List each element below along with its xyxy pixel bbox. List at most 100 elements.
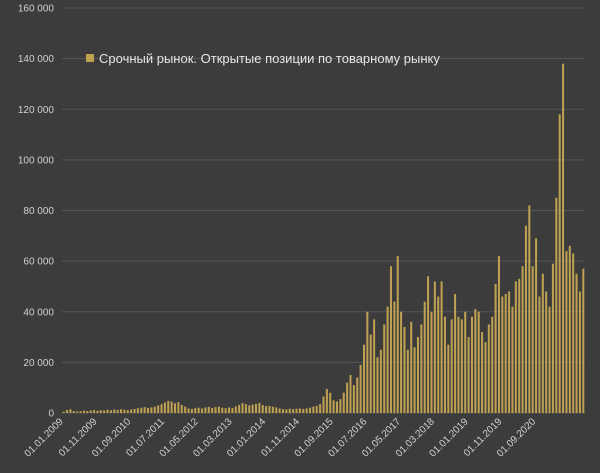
- bar: [528, 205, 531, 413]
- bar: [197, 407, 200, 413]
- bar: [282, 409, 285, 413]
- bar: [518, 278, 521, 413]
- bar: [430, 311, 433, 413]
- y-tick-label: 160 000: [18, 4, 55, 15]
- bar: [123, 409, 126, 413]
- bar: [437, 296, 440, 413]
- bar: [167, 400, 170, 413]
- bar: [568, 245, 571, 413]
- bar: [251, 404, 254, 413]
- bar: [329, 392, 332, 413]
- bar: [194, 408, 197, 413]
- bar: [231, 407, 234, 413]
- bar: [332, 400, 335, 413]
- bar: [403, 326, 406, 413]
- bar: [126, 410, 129, 413]
- bar: [258, 402, 261, 414]
- bar: [228, 407, 231, 413]
- bar: [389, 266, 392, 413]
- bar: [86, 410, 89, 413]
- bar: [133, 408, 136, 413]
- bar: [322, 396, 325, 413]
- bar: [535, 238, 538, 413]
- bar: [423, 301, 426, 414]
- bar: [89, 410, 92, 413]
- bar: [116, 409, 119, 413]
- bar: [511, 306, 514, 413]
- bar: [248, 405, 251, 413]
- bar: [339, 399, 342, 413]
- bar: [136, 408, 139, 413]
- bar: [366, 311, 369, 413]
- bar: [157, 405, 160, 413]
- bar: [93, 409, 96, 413]
- bar: [524, 225, 527, 413]
- bar: [82, 410, 85, 413]
- bar: [292, 409, 295, 413]
- bar: [268, 405, 271, 413]
- bar: [545, 291, 548, 413]
- bar: [308, 407, 312, 413]
- bar: [150, 407, 153, 413]
- bar: [244, 404, 247, 413]
- bar: [487, 324, 490, 413]
- bar: [265, 406, 268, 413]
- bar: [346, 382, 349, 414]
- bar: [288, 408, 291, 413]
- bar: [211, 407, 214, 413]
- bar: [477, 311, 480, 413]
- bar: [400, 311, 403, 413]
- bar: [447, 344, 450, 413]
- bar: [113, 409, 116, 413]
- bar: [140, 407, 143, 413]
- bar: [295, 408, 298, 413]
- y-tick-label: 100 000: [18, 155, 55, 166]
- bar: [271, 406, 274, 413]
- bar: [261, 405, 264, 413]
- bar: [558, 114, 561, 413]
- bar: [416, 337, 419, 413]
- bar: [538, 296, 541, 413]
- bar: [406, 349, 409, 413]
- bar: [66, 409, 69, 413]
- bar: [491, 316, 494, 413]
- bar: [147, 407, 150, 413]
- bar: [497, 256, 500, 413]
- bar: [443, 316, 446, 413]
- bar: [72, 410, 75, 413]
- bar: [184, 406, 187, 413]
- y-tick-label: 40 000: [23, 307, 54, 318]
- bar: [217, 406, 220, 413]
- bar: [79, 411, 82, 413]
- bar-series: [62, 63, 585, 414]
- bar: [481, 332, 484, 413]
- bar: [413, 347, 416, 413]
- bar: [319, 404, 322, 413]
- bar: [396, 256, 399, 413]
- bar: [204, 407, 207, 413]
- bar: [221, 407, 224, 413]
- bar: [103, 410, 106, 413]
- bar: [376, 357, 379, 413]
- bar: [109, 410, 112, 413]
- bar: [187, 408, 190, 413]
- y-tick-label: 80 000: [23, 206, 54, 217]
- bar: [234, 406, 237, 413]
- bar: [433, 281, 436, 414]
- bar: [508, 291, 511, 413]
- bar: [575, 273, 578, 413]
- bar: [521, 266, 524, 413]
- bar: [484, 342, 487, 414]
- bar: [130, 409, 133, 413]
- bar: [335, 401, 338, 413]
- bar: [562, 63, 565, 413]
- bar: [238, 404, 241, 413]
- y-tick-label: 140 000: [18, 54, 55, 65]
- bar: [359, 364, 362, 413]
- bar: [76, 411, 79, 413]
- y-tick-label: 120 000: [18, 105, 55, 116]
- gridlines: [62, 7, 585, 414]
- bar: [373, 319, 376, 413]
